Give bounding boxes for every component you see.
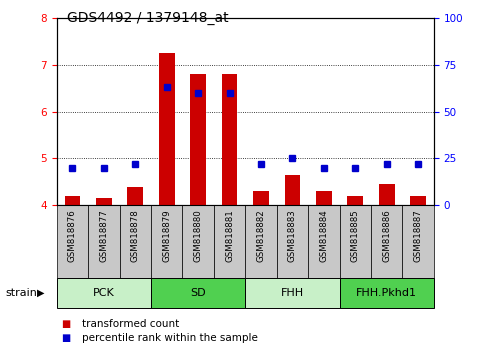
Text: GSM818877: GSM818877	[99, 209, 108, 262]
Bar	[159, 53, 175, 205]
Bar	[245, 205, 277, 278]
Bar	[190, 74, 206, 205]
Text: GSM818879: GSM818879	[162, 209, 171, 262]
Bar	[340, 205, 371, 278]
Text: GSM818876: GSM818876	[68, 209, 77, 262]
Bar	[96, 198, 112, 205]
Text: GSM818880: GSM818880	[194, 209, 203, 262]
Text: GSM818881: GSM818881	[225, 209, 234, 262]
Text: GSM818885: GSM818885	[351, 209, 360, 262]
Text: FHH.Pkhd1: FHH.Pkhd1	[356, 288, 417, 298]
Bar	[88, 205, 119, 278]
Text: GSM818882: GSM818882	[256, 209, 266, 262]
Text: GSM818883: GSM818883	[288, 209, 297, 262]
Bar	[379, 184, 394, 205]
Bar	[348, 196, 363, 205]
Bar	[57, 205, 88, 278]
Bar	[119, 205, 151, 278]
Bar	[340, 278, 434, 308]
Text: ▶: ▶	[36, 288, 44, 298]
Text: SD: SD	[190, 288, 206, 298]
Bar	[222, 74, 238, 205]
Bar	[284, 175, 300, 205]
Bar	[151, 278, 245, 308]
Bar	[65, 196, 80, 205]
Text: GSM818887: GSM818887	[414, 209, 423, 262]
Bar	[410, 196, 426, 205]
Text: GSM818878: GSM818878	[131, 209, 140, 262]
Bar	[277, 205, 308, 278]
Text: GSM818884: GSM818884	[319, 209, 328, 262]
Bar	[245, 278, 340, 308]
Text: ■: ■	[62, 319, 71, 329]
Text: transformed count: transformed count	[82, 319, 179, 329]
Text: ■: ■	[62, 333, 71, 343]
Bar	[127, 187, 143, 205]
Text: GSM818886: GSM818886	[382, 209, 391, 262]
Bar	[253, 191, 269, 205]
Bar	[214, 205, 245, 278]
Bar	[151, 205, 182, 278]
Bar	[402, 205, 434, 278]
Text: FHH: FHH	[281, 288, 304, 298]
Bar	[308, 205, 340, 278]
Bar	[316, 191, 332, 205]
Bar	[57, 278, 151, 308]
Text: strain: strain	[5, 288, 37, 298]
Text: percentile rank within the sample: percentile rank within the sample	[82, 333, 258, 343]
Bar	[371, 205, 402, 278]
Text: GDS4492 / 1379148_at: GDS4492 / 1379148_at	[67, 11, 228, 25]
Text: PCK: PCK	[93, 288, 115, 298]
Bar	[182, 205, 214, 278]
